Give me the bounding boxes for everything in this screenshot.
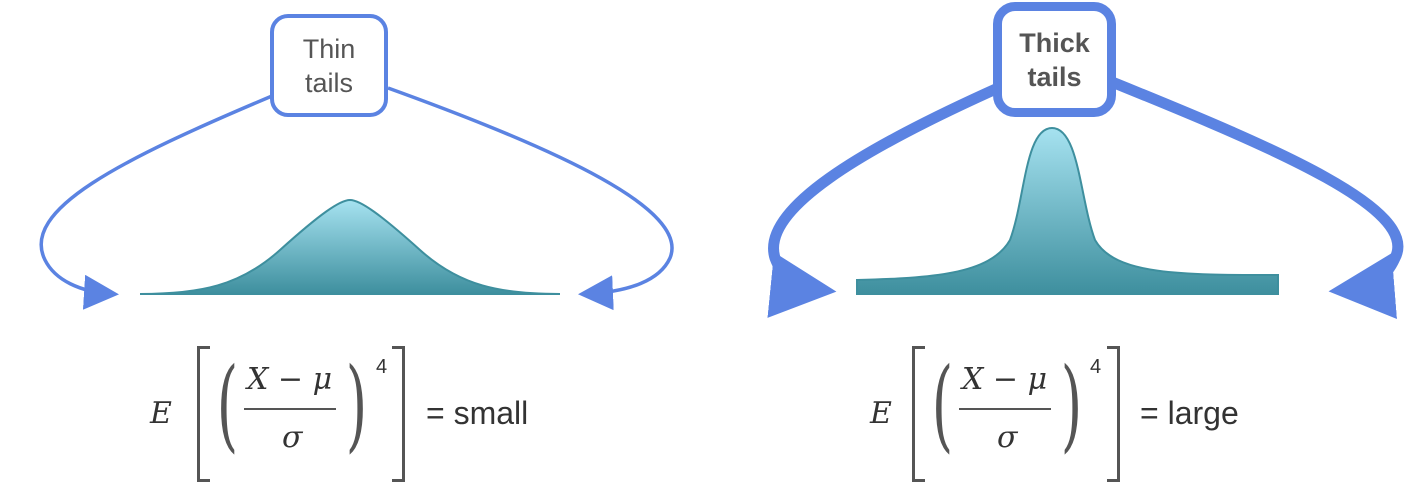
sigma-symbol: σ	[282, 420, 303, 455]
sigma-symbol: σ	[997, 420, 1018, 455]
numerator: X − μ	[247, 362, 333, 397]
thick-tails-line1: Thick	[1019, 27, 1090, 58]
thin-tails-box: Thin tails	[270, 14, 388, 117]
thick-right-arrow	[1109, 76, 1404, 319]
fraction-bar	[244, 408, 336, 410]
thin-right-arrow	[387, 86, 674, 311]
result-small: = small	[426, 395, 529, 431]
exponent: 4	[376, 356, 388, 378]
thick-tails-line2: tails	[1027, 61, 1082, 92]
left-paren: (	[931, 346, 954, 463]
thin-tail-distribution	[139, 198, 561, 295]
right-bracket	[1107, 346, 1120, 482]
right-paren: )	[345, 346, 368, 463]
thick-tails-box: Thick tails	[993, 2, 1116, 117]
result-large: = large	[1140, 395, 1239, 431]
left-bracket	[912, 346, 925, 482]
thin-tails-line2: tails	[304, 67, 353, 98]
left-bracket	[197, 346, 210, 482]
thick-left-arrow	[767, 82, 1001, 318]
expectation-symbol: E	[150, 396, 172, 431]
exponent: 4	[1090, 356, 1102, 378]
right-paren: )	[1060, 346, 1083, 463]
thin-tails-line1: Thin	[302, 33, 356, 64]
thick-tail-distribution	[856, 126, 1279, 295]
numerator: X − μ	[962, 362, 1048, 397]
right-bracket	[392, 346, 405, 482]
thin-left-arrow	[39, 94, 273, 310]
fraction-bar	[959, 408, 1051, 410]
left-paren: (	[216, 346, 239, 463]
expectation-symbol: E	[870, 396, 892, 431]
